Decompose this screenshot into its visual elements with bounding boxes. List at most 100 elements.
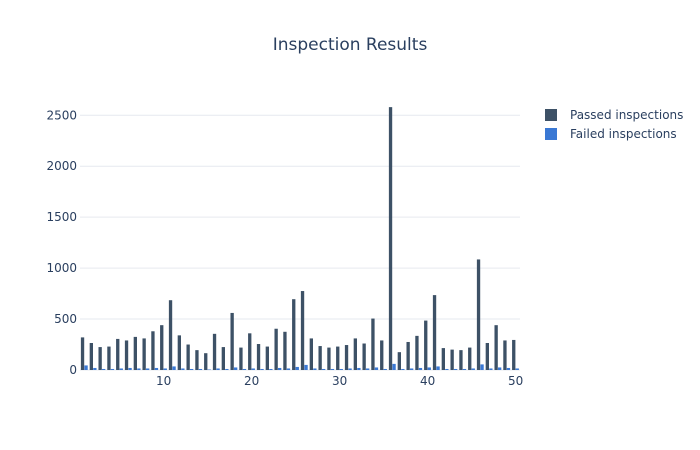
- passed-bar: [169, 300, 172, 370]
- y-tick-label: 2000: [46, 159, 77, 173]
- passed-bar: [107, 347, 110, 370]
- passed-bar: [204, 353, 207, 370]
- failed-bar: [146, 368, 149, 370]
- failed-bar: [410, 368, 413, 370]
- failed-bar: [137, 368, 140, 370]
- failed-bar: [454, 369, 457, 370]
- failed-bar: [111, 369, 114, 370]
- failed-bar: [507, 368, 510, 370]
- failed-bar: [278, 368, 281, 370]
- legend-item-failed[interactable]: Failed inspections: [545, 127, 677, 141]
- legend[interactable]: Passed inspections Failed inspections: [545, 108, 683, 141]
- passed-bar: [380, 340, 383, 370]
- failed-bar: [480, 364, 483, 370]
- passed-bar: [151, 331, 154, 370]
- passed-bar: [459, 350, 462, 370]
- passed-bar: [503, 340, 506, 370]
- failed-bar: [428, 367, 431, 370]
- failed-bar: [225, 369, 228, 370]
- failed-bar: [366, 368, 369, 370]
- failed-bar: [260, 369, 263, 370]
- y-tick-label: 500: [54, 312, 77, 326]
- passed-bar: [327, 348, 330, 370]
- passed-bar: [362, 344, 365, 370]
- passed-bar: [195, 350, 198, 370]
- y-tick-label: 1000: [46, 261, 77, 275]
- passed-bar: [292, 299, 295, 370]
- failed-bar: [340, 369, 343, 370]
- failed-bar: [93, 368, 96, 370]
- passed-bar: [477, 259, 480, 370]
- y-axis-ticks: 0 500 1000 1500 2000 2500: [46, 108, 77, 377]
- failed-bar: [489, 368, 492, 370]
- x-tick-label: 50: [508, 374, 523, 388]
- failed-bar: [155, 368, 158, 370]
- failed-bar: [322, 369, 325, 370]
- y-tick-label: 1500: [46, 210, 77, 224]
- failed-bar: [252, 368, 255, 370]
- passed-bar: [248, 333, 251, 370]
- passed-bar: [442, 348, 445, 370]
- passed-bar: [398, 352, 401, 370]
- chart-title: Inspection Results: [273, 35, 428, 55]
- failed-bar: [348, 368, 351, 370]
- passed-bar: [257, 344, 260, 370]
- failed-bar: [304, 365, 307, 370]
- passed-bar: [415, 336, 418, 370]
- failed-bar: [128, 368, 131, 370]
- legend-label: Failed inspections: [570, 127, 677, 141]
- passed-bar: [98, 347, 101, 370]
- legend-label: Passed inspections: [570, 108, 683, 122]
- legend-item-passed[interactable]: Passed inspections: [545, 108, 683, 122]
- failed-bar: [120, 368, 123, 370]
- failed-bar: [181, 368, 184, 370]
- failed-bar: [287, 368, 290, 370]
- failed-bar: [392, 364, 395, 370]
- passed-bar: [354, 338, 357, 370]
- passed-bar: [433, 295, 436, 370]
- failed-bar: [216, 368, 219, 370]
- x-axis-ticks: 10 20 30 40 50: [156, 374, 523, 388]
- failed-bar: [445, 369, 448, 370]
- passed-bar: [266, 347, 269, 370]
- failed-bar: [472, 368, 475, 370]
- passed-bar: [283, 332, 286, 370]
- passed-bar: [486, 343, 489, 370]
- passed-bar: [318, 346, 321, 370]
- passed-bar: [222, 347, 225, 370]
- passed-bar: [512, 340, 515, 370]
- failed-bar: [190, 369, 193, 370]
- passed-bar: [450, 350, 453, 370]
- failed-bar: [331, 369, 334, 370]
- y-tick-label: 0: [69, 363, 77, 377]
- failed-bar: [102, 369, 105, 370]
- failed-bar: [269, 369, 272, 370]
- failed-bar: [436, 366, 439, 370]
- passed-bar: [178, 335, 181, 370]
- passed-bar: [239, 348, 242, 370]
- passed-bar: [142, 338, 145, 370]
- passed-bar: [125, 340, 128, 370]
- passed-bar: [160, 325, 163, 370]
- passed-bar: [468, 348, 471, 370]
- passed-bar: [310, 338, 313, 370]
- x-tick-label: 40: [420, 374, 435, 388]
- failed-bar: [357, 368, 360, 370]
- failed-bar: [498, 367, 501, 370]
- passed-bar: [389, 107, 392, 370]
- failed-bar: [84, 365, 87, 370]
- x-tick-label: 20: [244, 374, 259, 388]
- failed-bar: [164, 368, 167, 370]
- gridlines: [80, 115, 520, 370]
- failed-bar: [243, 369, 246, 370]
- failed-bar: [401, 369, 404, 370]
- failed-bar: [199, 369, 202, 370]
- passed-bar: [134, 337, 137, 370]
- passed-bar: [424, 321, 427, 370]
- legend-swatch: [545, 109, 557, 121]
- passed-bar: [345, 345, 348, 370]
- passed-bar: [186, 345, 189, 370]
- failed-bar: [375, 367, 378, 370]
